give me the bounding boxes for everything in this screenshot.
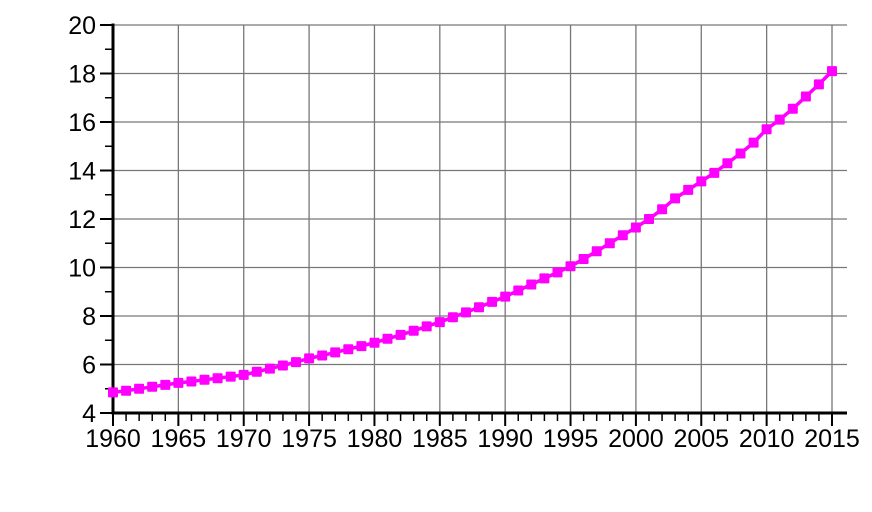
data-point-marker	[356, 341, 367, 352]
data-point-marker	[617, 230, 628, 241]
data-point-marker	[513, 285, 524, 296]
y-tick-label: 16	[68, 109, 96, 137]
data-point-marker	[251, 366, 262, 377]
data-point-marker	[644, 214, 654, 224]
data-point-marker	[108, 387, 118, 398]
data-point-marker	[578, 254, 589, 264]
data-point-marker	[173, 377, 184, 388]
data-point-marker	[748, 137, 759, 148]
data-point-marker	[630, 222, 641, 233]
data-point-marker	[395, 329, 406, 340]
data-point-marker	[670, 193, 681, 204]
tick-marks	[100, 24, 833, 426]
data-point-marker	[382, 333, 393, 344]
x-tick-label: 1960	[85, 425, 141, 453]
x-tick-label: 1990	[477, 425, 533, 453]
data-point-marker	[683, 184, 694, 195]
data-point-marker	[526, 279, 537, 290]
data-point-marker	[565, 261, 576, 272]
data-point-marker	[291, 357, 301, 368]
x-tick-label: 1970	[216, 425, 272, 453]
tick-labels: 1960 1965 1970 1975 1980 1985 1990 1995 2000 2005…	[68, 12, 860, 453]
data-point-marker	[330, 347, 341, 358]
data-point-marker	[421, 321, 432, 332]
data-point-marker	[199, 374, 210, 385]
axes	[111, 23, 847, 415]
data-point-marker	[787, 103, 798, 114]
data-point-marker	[500, 291, 511, 302]
y-tick-label: 4	[82, 400, 96, 428]
data-point-marker	[225, 371, 236, 382]
x-tick-label: 1995	[543, 425, 599, 453]
data-point-marker	[552, 267, 563, 278]
y-tick-label: 6	[82, 352, 96, 380]
data-point-marker	[134, 383, 145, 394]
data-point-marker	[604, 238, 615, 249]
data-point-marker	[461, 307, 471, 318]
data-point-marker	[487, 296, 498, 307]
x-tick-label: 2005	[673, 425, 729, 453]
x-tick-label: 1965	[151, 425, 207, 453]
data-point-marker	[212, 373, 223, 384]
data-point-marker	[317, 350, 328, 361]
data-point-marker	[264, 363, 275, 374]
data-point-marker	[761, 124, 772, 135]
x-tick-label: 1980	[347, 425, 403, 453]
data-point-marker	[813, 79, 824, 90]
data-point-marker	[160, 379, 171, 390]
data-point-marker	[827, 66, 837, 77]
y-tick-label: 18	[68, 61, 96, 89]
data-point-marker	[121, 385, 132, 396]
data-point-marker	[722, 158, 733, 169]
x-tick-label: 1975	[281, 425, 337, 453]
gridlines	[113, 24, 847, 413]
y-tick-label: 8	[82, 303, 96, 331]
data-point-marker	[147, 381, 158, 392]
data-point-marker	[277, 360, 288, 371]
data-point-marker	[774, 114, 785, 125]
x-tick-label: 2000	[608, 425, 664, 453]
data-series	[108, 66, 837, 398]
data-point-marker	[657, 204, 668, 215]
data-point-marker	[447, 312, 458, 323]
data-point-marker	[369, 337, 380, 348]
series-line	[112, 69, 834, 395]
y-tick-label: 12	[68, 206, 96, 234]
data-point-marker	[591, 246, 602, 257]
data-point-marker	[304, 353, 315, 364]
x-tick-label: 2010	[739, 425, 795, 453]
data-point-marker	[539, 273, 550, 284]
data-point-marker	[343, 344, 354, 355]
data-point-marker	[696, 176, 707, 187]
y-tick-label: 20	[68, 12, 96, 40]
data-point-marker	[238, 369, 249, 380]
x-tick-label: 2015	[804, 425, 860, 453]
data-point-marker	[186, 376, 197, 387]
data-point-marker	[800, 91, 811, 102]
data-point-marker	[408, 325, 419, 336]
y-tick-label: 14	[68, 158, 96, 186]
data-point-marker	[474, 302, 484, 313]
data-point-marker	[434, 317, 445, 328]
x-tick-label: 1985	[412, 425, 468, 453]
data-point-marker	[709, 167, 720, 178]
data-point-marker	[735, 148, 746, 159]
y-tick-label: 10	[68, 255, 96, 283]
